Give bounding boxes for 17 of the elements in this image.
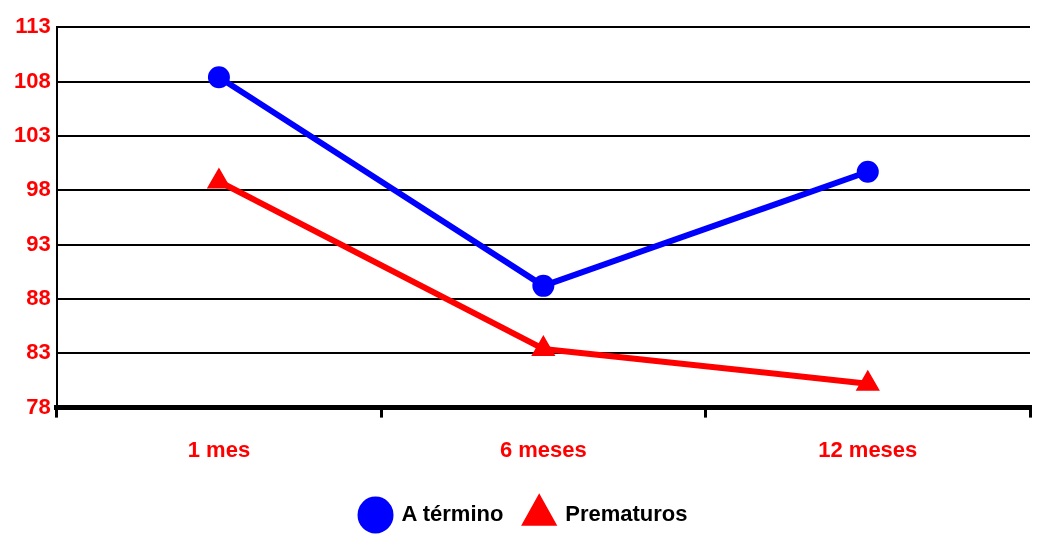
y-tick-label: 103	[13, 121, 51, 147]
y-tick-label: 113	[15, 13, 51, 39]
y-tick-label: 78	[26, 393, 51, 419]
x-tick-label: 6 meses	[499, 436, 587, 462]
point	[531, 335, 556, 356]
y-tick-label: 93	[26, 230, 51, 256]
legend-label: Prematuros	[565, 501, 688, 527]
x-tick-label: 12 meses	[818, 436, 918, 462]
x-tick-label: 1 mes	[187, 436, 251, 462]
legend-label: A término	[401, 501, 504, 527]
y-tick-label: 83	[26, 339, 51, 365]
point	[856, 160, 879, 183]
y-tick-label: 98	[26, 176, 51, 202]
point	[532, 274, 555, 297]
point	[207, 66, 230, 89]
y-tick-label: 88	[26, 284, 51, 310]
y-tick-label: 108	[13, 67, 51, 93]
